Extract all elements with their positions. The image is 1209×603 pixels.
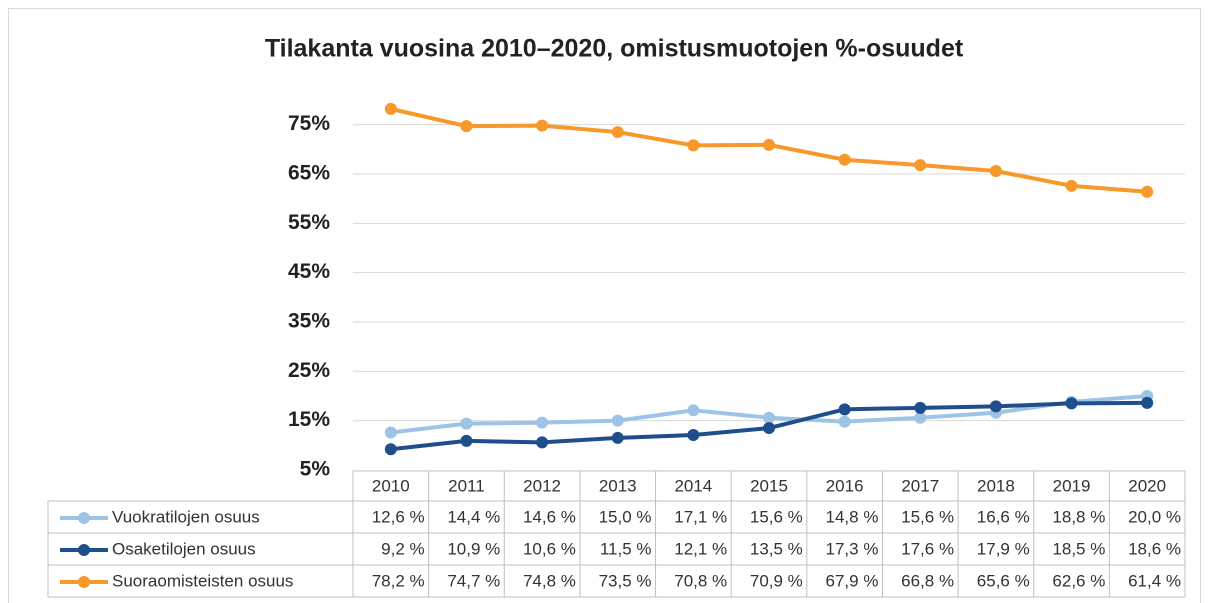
series-marker	[838, 415, 851, 428]
table-value: 15,0 %	[599, 507, 652, 526]
series-marker	[914, 401, 927, 414]
legend-label: Vuokratilojen osuus	[112, 507, 260, 526]
x-tick-label: 2014	[674, 476, 712, 495]
table-value: 16,6 %	[977, 507, 1030, 526]
table-value: 11,5 %	[600, 539, 652, 558]
x-tick-label: 2019	[1053, 476, 1091, 495]
table-value: 74,8 %	[523, 571, 576, 590]
series-marker	[989, 165, 1002, 178]
table-value: 10,6 %	[523, 539, 576, 558]
x-tick-label: 2018	[977, 476, 1015, 495]
y-tick-label: 45%	[288, 260, 330, 283]
series-marker	[460, 120, 473, 133]
y-tick-label: 65%	[288, 162, 330, 185]
table-value: 18,5 %	[1052, 539, 1105, 558]
series-marker	[611, 126, 624, 139]
table-value: 14,6 %	[523, 507, 576, 526]
series-marker	[914, 411, 927, 424]
x-tick-label: 2020	[1128, 476, 1166, 495]
series-marker	[763, 422, 775, 435]
series-marker	[1065, 397, 1078, 410]
series-marker	[1065, 179, 1078, 192]
table-value: 15,6 %	[901, 507, 954, 526]
x-tick-label: 2015	[750, 476, 788, 495]
table-value: 15,6 %	[750, 507, 803, 526]
table-value: 18,8 %	[1052, 507, 1105, 526]
x-tick-label: 2013	[599, 476, 637, 495]
series-marker	[1141, 396, 1154, 409]
table-value: 67,9 %	[826, 571, 879, 590]
table-value: 14,4 %	[447, 507, 500, 526]
table-value: 13,5 %	[750, 539, 803, 558]
legend-label: Suoraomisteisten osuus	[112, 571, 293, 590]
table-value: 12,1 %	[674, 539, 727, 558]
y-tick-label: 35%	[288, 310, 330, 333]
table-value: 73,5 %	[599, 571, 652, 590]
chart-title: Tilakanta vuosina 2010–2020, omistusmuot…	[265, 35, 964, 63]
y-tick-label: 15%	[288, 408, 330, 431]
y-tick-label: 55%	[288, 211, 330, 234]
series-marker	[687, 139, 700, 152]
table-value: 14,8 %	[826, 507, 879, 526]
table-value: 70,8 %	[674, 571, 727, 590]
series-marker	[1141, 185, 1154, 198]
series-marker	[838, 153, 851, 166]
table-value: 66,8 %	[901, 571, 954, 590]
y-tick-label: 75%	[288, 112, 330, 135]
y-tick-label: 5%	[300, 458, 331, 481]
table-value: 17,9 %	[977, 539, 1030, 558]
series-marker	[687, 428, 700, 441]
chart-border	[8, 8, 1201, 603]
series-marker	[838, 403, 851, 416]
table-value: 18,6 %	[1128, 539, 1181, 558]
table-value: 65,6 %	[977, 571, 1030, 590]
series-marker	[536, 436, 549, 449]
series-marker	[763, 411, 775, 424]
series-marker	[763, 138, 775, 151]
table-value: 62,6 %	[1052, 571, 1105, 590]
y-tick-label: 25%	[288, 359, 330, 382]
series-marker	[460, 417, 473, 430]
x-tick-label: 2017	[901, 476, 939, 495]
series-marker	[536, 119, 549, 132]
legend-label: Osaketilojen osuus	[112, 539, 256, 558]
legend-marker	[78, 576, 90, 588]
series-marker	[384, 443, 397, 456]
x-tick-label: 2016	[826, 476, 864, 495]
series-marker	[914, 159, 927, 172]
series-marker	[384, 102, 397, 115]
x-tick-label: 2012	[523, 476, 561, 495]
series-marker	[611, 414, 624, 427]
series-marker	[687, 404, 700, 417]
legend-marker	[78, 544, 90, 556]
table-value: 17,6 %	[901, 539, 954, 558]
table-value: 9,2 %	[381, 539, 424, 558]
legend-marker	[78, 512, 90, 524]
series-marker	[536, 416, 549, 429]
table-value: 78,2 %	[372, 571, 425, 590]
table-value: 74,7 %	[447, 571, 500, 590]
series-marker	[611, 431, 624, 444]
table-value: 10,9 %	[447, 539, 500, 558]
series-marker	[384, 426, 397, 439]
x-tick-label: 2011	[448, 476, 485, 495]
table-value: 70,9 %	[750, 571, 803, 590]
series-marker	[460, 434, 473, 447]
table-value: 12,6 %	[372, 507, 425, 526]
table-value: 20,0 %	[1128, 507, 1181, 526]
series-marker	[989, 400, 1002, 413]
table-value: 61,4 %	[1128, 571, 1181, 590]
table-value: 17,3 %	[826, 539, 879, 558]
x-tick-label: 2010	[372, 476, 410, 495]
table-value: 17,1 %	[674, 507, 727, 526]
